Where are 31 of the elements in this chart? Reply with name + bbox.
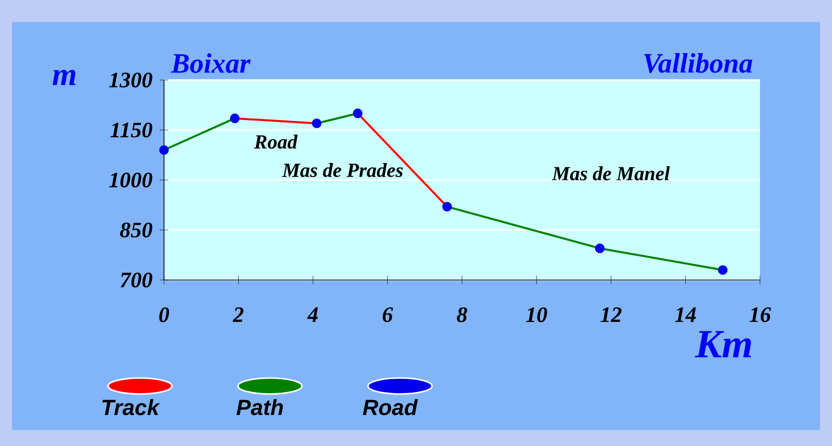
x-tick-label: 0	[159, 307, 170, 322]
x-tick-label: 4	[307, 307, 318, 322]
x-tick-label: 6	[382, 307, 394, 322]
y-tick-label: 700	[120, 272, 152, 288]
y-tick-label: 1000	[109, 172, 152, 188]
legend-label: Road	[362, 399, 418, 416]
annotation: Mas de Prades	[282, 162, 403, 178]
point	[159, 145, 169, 155]
point	[442, 202, 452, 212]
x-tick-label: 10	[526, 307, 548, 322]
point	[312, 118, 322, 128]
text: Boixar	[170, 53, 251, 73]
legend-label: Path	[236, 399, 283, 416]
y-tick-label: 1150	[110, 122, 152, 138]
x-tick-label: 16	[749, 307, 772, 322]
legend-label: Track	[102, 399, 160, 416]
annotation: Mas de Manel	[552, 166, 670, 180]
x-tick-label: 8	[456, 307, 468, 322]
x-tick-label: 12	[600, 307, 622, 322]
text: Vallibona	[644, 53, 752, 73]
point	[595, 244, 605, 254]
annotation: Road	[254, 134, 298, 149]
x-tick-label: 2	[232, 307, 244, 322]
y-tick-label: 1300	[109, 72, 152, 88]
x-axis-title: Km	[694, 331, 752, 358]
x-tick-label: 14	[675, 307, 696, 322]
y-axis-title: m	[52, 70, 76, 85]
point	[230, 114, 240, 124]
point	[718, 265, 728, 275]
point	[352, 108, 362, 118]
y-tick-label: 850	[120, 222, 152, 238]
